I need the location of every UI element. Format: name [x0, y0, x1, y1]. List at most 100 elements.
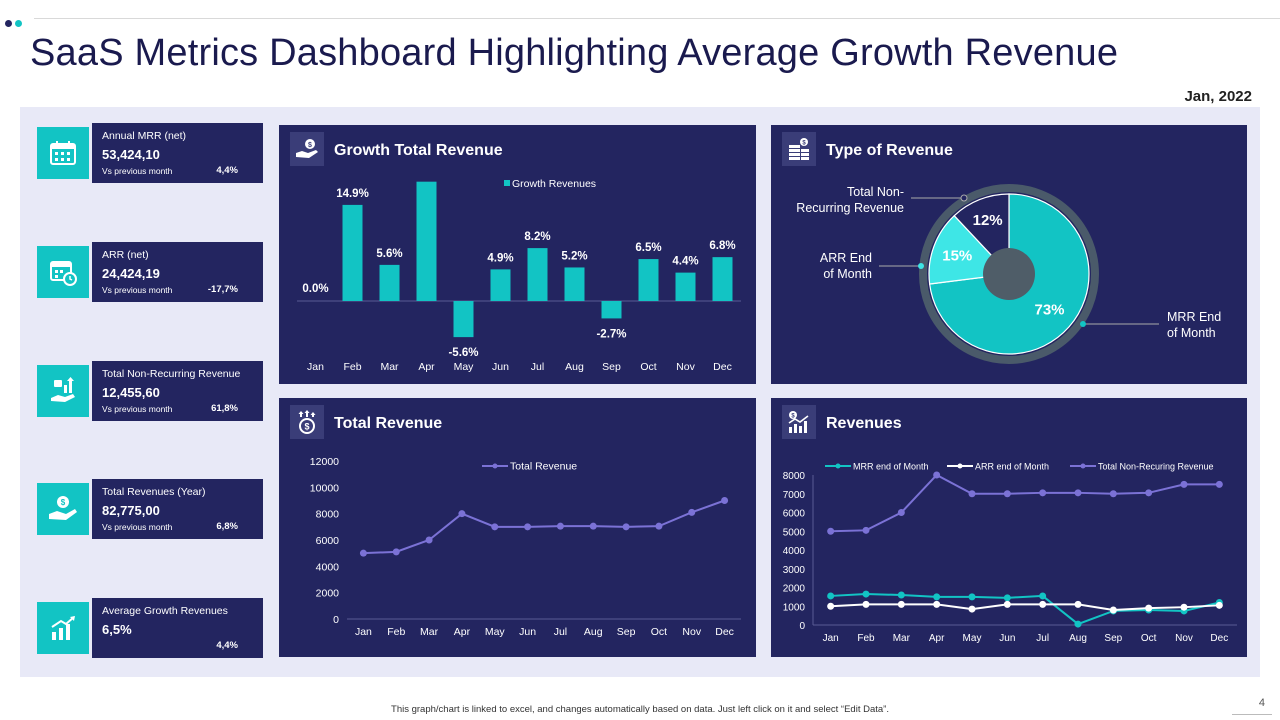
data-label: 4.9% — [487, 252, 513, 264]
kpi-card-non-recurring[interactable]: Total Non-Recurring Revenue 12,455,60 Vs… — [37, 361, 263, 421]
kpi-box: Total Non-Recurring Revenue 12,455,60 Vs… — [92, 361, 260, 421]
legend-label: Total Revenue — [510, 461, 577, 473]
kpi-box: Average Growth Revenues 6,5% 4,4% — [92, 598, 260, 658]
callout-text: of Month — [1167, 326, 1216, 340]
data-point — [589, 522, 597, 530]
x-tick-label: Dec — [713, 361, 732, 373]
data-point — [688, 508, 696, 516]
svg-text:$: $ — [308, 142, 312, 149]
kpi-card-total-revenues[interactable]: $ Total Revenues (Year) 82,775,00 Vs pre… — [37, 479, 263, 539]
x-tick-label: Feb — [343, 361, 361, 373]
kpi-change: 4,4% — [216, 640, 238, 651]
data-label: 6.8% — [709, 240, 735, 252]
title-dots — [5, 14, 25, 32]
growth-chart-icon — [37, 602, 89, 654]
revenues-line-chart: 0 1000 2000 3000 4000 5000 6000 7000 8000 Jan Feb M… — [783, 462, 1237, 644]
kpi-label: Average Growth Revenues — [102, 605, 228, 617]
y-tick-label: 5000 — [783, 527, 806, 538]
kpi-value: 53,424,10 — [102, 147, 160, 162]
chart-analysis-icon: $ — [782, 405, 816, 439]
y-tick-label: 10000 — [310, 482, 339, 494]
x-tick-label: Aug — [1069, 633, 1087, 644]
x-tick-label: Sep — [602, 361, 621, 373]
x-tick-label: Dec — [715, 626, 734, 638]
x-tick-label: Apr — [929, 633, 945, 644]
kpi-subtext: Vs previous month — [102, 166, 173, 176]
x-tick-label: Jan — [823, 633, 839, 644]
data-point — [827, 602, 835, 610]
data-point — [1180, 603, 1188, 611]
bar-oct — [638, 259, 659, 301]
y-tick-label: 12000 — [310, 456, 339, 468]
data-label: -5.6% — [448, 347, 478, 359]
data-point — [622, 523, 630, 531]
kpi-value: 82,775,00 — [102, 503, 160, 518]
legend-marker — [835, 463, 841, 469]
panel-title: Revenues — [826, 415, 902, 432]
data-point — [1074, 600, 1082, 608]
data-point — [392, 548, 400, 556]
x-tick-label: Mar — [380, 361, 399, 373]
data-point — [1145, 604, 1153, 612]
y-tick-label: 6000 — [783, 509, 806, 520]
page-number-line — [1232, 714, 1272, 715]
legend-marker — [492, 463, 498, 469]
money-bag-growth-icon: $ — [290, 405, 324, 439]
kpi-card-arr[interactable]: ARR (net) 24,424,19 Vs previous month -1… — [37, 242, 263, 302]
x-tick-label: Dec — [1210, 633, 1228, 644]
data-point — [655, 522, 663, 530]
legend-label: ARR end of Month — [975, 462, 1049, 472]
kpi-accent-bar — [260, 598, 263, 658]
data-point — [1039, 592, 1047, 600]
bar-jun — [490, 269, 511, 301]
series-line — [830, 603, 1220, 612]
x-tick-label: Jun — [492, 361, 509, 373]
hand-money-icon: $ — [290, 132, 324, 166]
kpi-card-annual-mrr[interactable]: Annual MRR (net) 53,424,10 Vs previous m… — [37, 123, 263, 183]
data-point — [897, 509, 905, 516]
bar-feb — [342, 204, 363, 301]
total-line-chart: 0 2000 4000 6000 8000 10000 12000 Jan Feb Mar Apr M… — [310, 456, 741, 638]
kpi-change: 6,8% — [216, 521, 238, 532]
callout-dot — [960, 194, 968, 202]
data-point — [1180, 480, 1188, 488]
y-tick-label: 6000 — [316, 535, 340, 547]
report-date: Jan, 2022 — [1184, 88, 1252, 105]
bar-aug — [564, 267, 585, 301]
data-point — [862, 590, 870, 598]
data-label: 6.5% — [635, 242, 661, 254]
kpi-card-average-growth[interactable]: Average Growth Revenues 6,5% 4,4% — [37, 598, 263, 658]
slice-label: 15% — [942, 247, 972, 264]
data-label: -2.7% — [596, 328, 626, 340]
dot-teal — [15, 20, 22, 27]
svg-text:$: $ — [304, 422, 309, 432]
bar-jul — [527, 248, 548, 301]
data-point — [933, 471, 941, 479]
x-tick-label: Jan — [307, 361, 324, 373]
callout-text: MRR End — [1167, 310, 1221, 324]
x-tick-label: Feb — [857, 633, 875, 644]
y-tick-label: 1000 — [783, 602, 806, 613]
y-tick-label: 4000 — [316, 561, 340, 573]
data-point — [968, 605, 976, 613]
x-tick-label: Feb — [387, 626, 405, 638]
x-tick-label: May — [963, 633, 982, 644]
panel-growth-total-revenue: Growth Revenues Jan 0.0% Feb 14.9% Mar 5.6% Apr… — [279, 125, 756, 384]
x-tick-label: Sep — [1104, 633, 1122, 644]
data-point — [524, 523, 532, 531]
kpi-box: ARR (net) 24,424,19 Vs previous month -1… — [92, 242, 260, 302]
data-point — [425, 536, 433, 544]
x-tick-label: Oct — [1141, 633, 1157, 644]
data-label: 0.0% — [302, 283, 328, 295]
data-point — [827, 527, 835, 535]
data-point — [968, 490, 976, 498]
bar-nov — [675, 272, 696, 301]
x-tick-label: Jul — [554, 626, 567, 638]
x-tick-label: Apr — [454, 626, 471, 638]
legend-label: Growth Revenues — [512, 178, 596, 190]
data-point — [1039, 600, 1047, 608]
x-tick-label: Jun — [999, 633, 1015, 644]
y-tick-label: 8000 — [783, 471, 806, 482]
x-tick-label: Oct — [640, 361, 656, 373]
page-number: 4 — [1258, 697, 1265, 709]
